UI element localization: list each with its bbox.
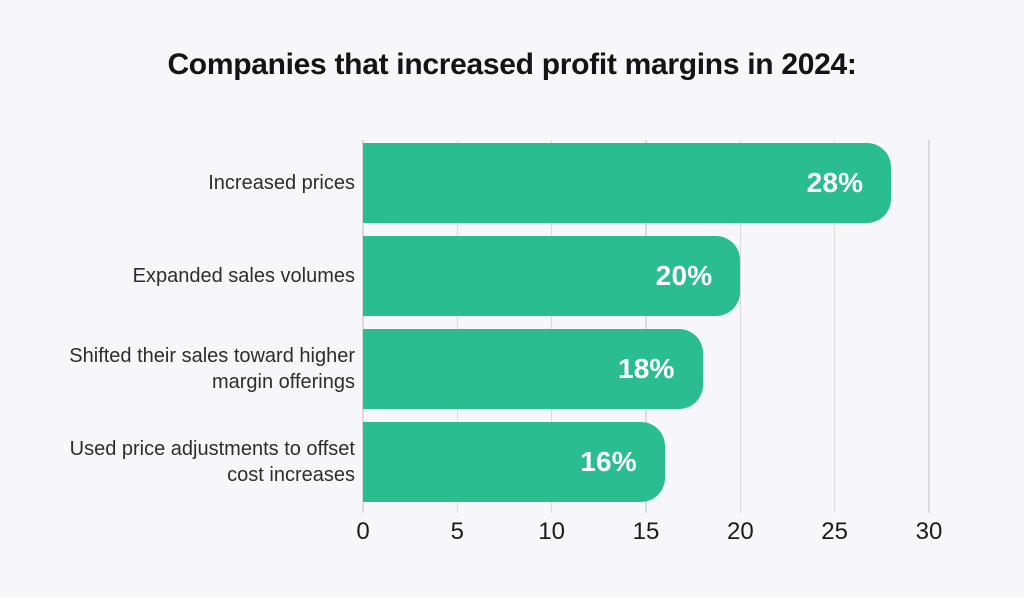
bar: 16% xyxy=(363,422,665,502)
category-label: Used price adjustments to offset cost in… xyxy=(69,438,355,486)
plot-area: 28% 20% 18% 16% xyxy=(362,140,930,513)
gridline xyxy=(645,140,647,513)
gridline xyxy=(928,140,930,513)
bar-value-label: 16% xyxy=(580,446,637,477)
x-tick-label: 20 xyxy=(726,518,754,545)
bar: 28% xyxy=(363,143,892,223)
bar: 18% xyxy=(363,329,703,409)
bar-value-label: 28% xyxy=(806,167,864,198)
bar: 20% xyxy=(363,236,741,316)
x-tick-label: 0 xyxy=(356,518,370,545)
category-label: Shifted their sales toward higher margin… xyxy=(69,345,355,393)
bar-value-label: 18% xyxy=(617,353,675,384)
x-tick-label: 15 xyxy=(632,518,660,545)
x-tick-label: 30 xyxy=(915,518,943,545)
bar-value-label: 20% xyxy=(655,260,713,291)
gridline xyxy=(550,140,553,513)
x-tick-label: 25 xyxy=(821,518,849,545)
x-axis: 0 5 10 15 20 25 30 xyxy=(0,518,1024,548)
category-label: Expanded sales volumes xyxy=(132,265,355,287)
gridline xyxy=(739,140,742,513)
x-tick-label: 10 xyxy=(538,518,566,545)
x-tick-label: 5 xyxy=(450,518,465,545)
gridline xyxy=(362,140,364,513)
chart-title: Companies that increased profit margins … xyxy=(167,48,857,81)
gridline xyxy=(833,140,836,513)
gridline xyxy=(456,140,459,513)
category-label: Increased prices xyxy=(208,172,355,194)
